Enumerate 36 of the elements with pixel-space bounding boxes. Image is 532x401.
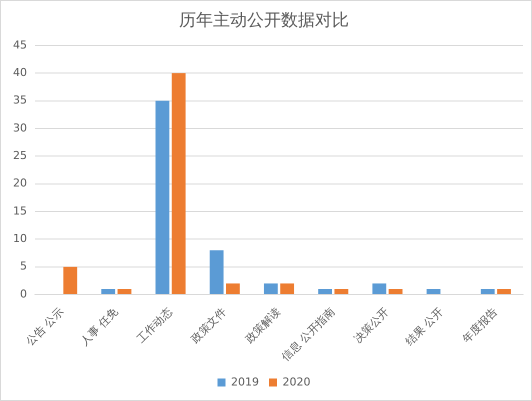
bar (372, 283, 386, 294)
bar (318, 288, 332, 294)
bar (426, 288, 440, 294)
bar (264, 283, 278, 294)
bar (156, 100, 170, 294)
bar (101, 288, 116, 294)
y-tick-label: 0 (20, 287, 27, 300)
bar (480, 288, 495, 294)
bar (172, 73, 186, 294)
y-tick-label: 15 (12, 204, 27, 218)
y-tick-label: 10 (12, 232, 27, 246)
y-tick-label: 40 (12, 66, 27, 79)
y-tick-label: 30 (12, 121, 27, 134)
x-tick-label: 公告 公示 (23, 305, 66, 348)
y-tick-label: 45 (12, 38, 27, 52)
bar (118, 288, 132, 294)
x-tick-label: 人事 任免 (78, 305, 120, 348)
bar (388, 288, 402, 294)
y-tick-label: 5 (20, 260, 27, 273)
bar (334, 288, 348, 294)
y-tick-label: 20 (12, 176, 27, 190)
x-tick-label: 政策文件 (188, 305, 229, 346)
bar (210, 250, 224, 294)
x-tick-label: 工作动态 (134, 305, 175, 346)
bar (497, 288, 511, 294)
x-tick-label: 结果 公开 (403, 305, 446, 348)
y-tick-label: 35 (12, 94, 27, 107)
bar (280, 283, 294, 294)
x-tick-label: 年度报告 (460, 305, 500, 346)
y-tick-label: 25 (12, 148, 27, 162)
bar (63, 266, 78, 294)
legend-label: 2020 (282, 375, 310, 388)
legend-label: 2019 (231, 375, 260, 388)
chart-title: 历年主动公开数据对比 (179, 10, 349, 31)
bar (226, 283, 240, 294)
x-tick-label: 决策公开 (351, 305, 392, 346)
